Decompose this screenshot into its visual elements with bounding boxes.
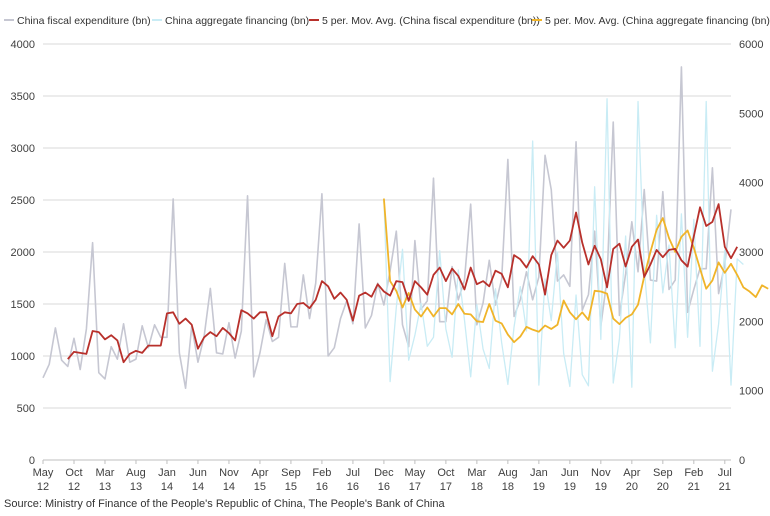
x-tick-month: Mar [467, 467, 486, 479]
x-tick-month: Sep [281, 467, 301, 479]
x-tick-month: Oct [65, 467, 82, 479]
x-tick-year: 18 [471, 481, 483, 493]
x-tick-month: Jul [346, 467, 360, 479]
x-tick-month: Aug [126, 467, 146, 479]
y-right-tick-label: 4000 [739, 178, 763, 190]
y-left-tick-label: 3000 [11, 143, 35, 155]
y-axis-right: 0 1000 2000 3000 4000 5000 6000 [739, 39, 763, 467]
y-left-tick-label: 1500 [11, 299, 35, 311]
x-tick-year: 14 [161, 481, 173, 493]
y-left-tick-label: 0 [29, 455, 35, 467]
legend-label-fiscal: China fiscal expenditure (bn) [17, 15, 151, 27]
x-tick-month: Apr [623, 467, 640, 479]
series-line-fiscal_ma [67, 203, 738, 364]
x-tick-month: Apr [251, 467, 268, 479]
x-tick-year: 19 [595, 481, 607, 493]
x-axis: May 12 Oct 12 Mar 13 Aug 13 Jan 14 Jun 14 Nov 14 Apr 15… [33, 459, 732, 493]
x-tick-month: Nov [591, 467, 611, 479]
x-tick-month: Aug [498, 467, 518, 479]
x-tick-year: 15 [254, 481, 266, 493]
series-line-financing [383, 98, 744, 388]
source-note: Source: Ministry of Finance of the Peopl… [4, 498, 445, 510]
x-tick-month: Jun [189, 467, 207, 479]
x-tick-year: 12 [68, 481, 80, 493]
x-tick-year: 20 [626, 481, 638, 493]
y-right-tick-label: 1000 [739, 386, 763, 398]
x-tick-year: 12 [37, 481, 49, 493]
y-right-tick-label: 0 [739, 455, 745, 467]
x-tick-month: Mar [96, 467, 115, 479]
x-tick-month: May [405, 467, 426, 479]
x-tick-year: 13 [99, 481, 111, 493]
y-right-tick-label: 3000 [739, 247, 763, 259]
x-tick-year: 14 [192, 481, 204, 493]
x-tick-month: Nov [219, 467, 239, 479]
series-line-fiscal [42, 66, 732, 390]
x-tick-year: 16 [316, 481, 328, 493]
y-left-tick-label: 3500 [11, 91, 35, 103]
x-tick-month: Jan [158, 467, 176, 479]
x-tick-year: 19 [564, 481, 576, 493]
y-right-tick-label: 2000 [739, 316, 763, 328]
series-layer [42, 66, 769, 390]
x-tick-year: 17 [409, 481, 421, 493]
y-left-tick-label: 2000 [11, 247, 35, 259]
y-right-tick-label: 5000 [739, 108, 763, 120]
x-tick-month: Feb [312, 467, 331, 479]
legend: China fiscal expenditure (bn) China aggre… [4, 15, 770, 27]
x-tick-year: 16 [347, 481, 359, 493]
x-tick-year: 17 [440, 481, 452, 493]
x-tick-year: 18 [502, 481, 514, 493]
y-left-tick-label: 1000 [11, 351, 35, 363]
x-tick-year: 16 [378, 481, 390, 493]
x-tick-month: May [33, 467, 54, 479]
x-tick-year: 14 [223, 481, 235, 493]
x-tick-month: Sep [653, 467, 673, 479]
x-tick-month: Jan [530, 467, 548, 479]
x-tick-year: 13 [130, 481, 142, 493]
legend-label-fiscal_ma: 5 per. Mov. Avg. (China fiscal expenditu… [322, 15, 540, 27]
x-tick-year: 20 [657, 481, 669, 493]
x-tick-month: Jul [718, 467, 732, 479]
x-tick-year: 19 [533, 481, 545, 493]
legend-label-financing: China aggregate financing (bn) [165, 15, 309, 27]
y-left-tick-label: 4000 [11, 39, 35, 51]
x-tick-year: 21 [719, 481, 731, 493]
legend-label-financing_ma: 5 per. Mov. Avg. (China aggregate financ… [545, 15, 770, 27]
x-tick-month: Jun [561, 467, 579, 479]
gridlines [43, 43, 731, 409]
y-left-tick-label: 2500 [11, 195, 35, 207]
x-tick-year: 21 [688, 481, 700, 493]
y-right-tick-label: 6000 [739, 39, 763, 51]
y-left-tick-label: 500 [17, 403, 35, 415]
x-tick-month: Feb [684, 467, 703, 479]
x-tick-year: 15 [285, 481, 297, 493]
x-tick-month: Oct [437, 467, 454, 479]
y-axis-left: 0 500 1000 1500 2000 2500 3000 3500 4000 [11, 39, 35, 467]
x-tick-month: Dec [374, 467, 394, 479]
series-line-financing_ma [383, 198, 769, 344]
